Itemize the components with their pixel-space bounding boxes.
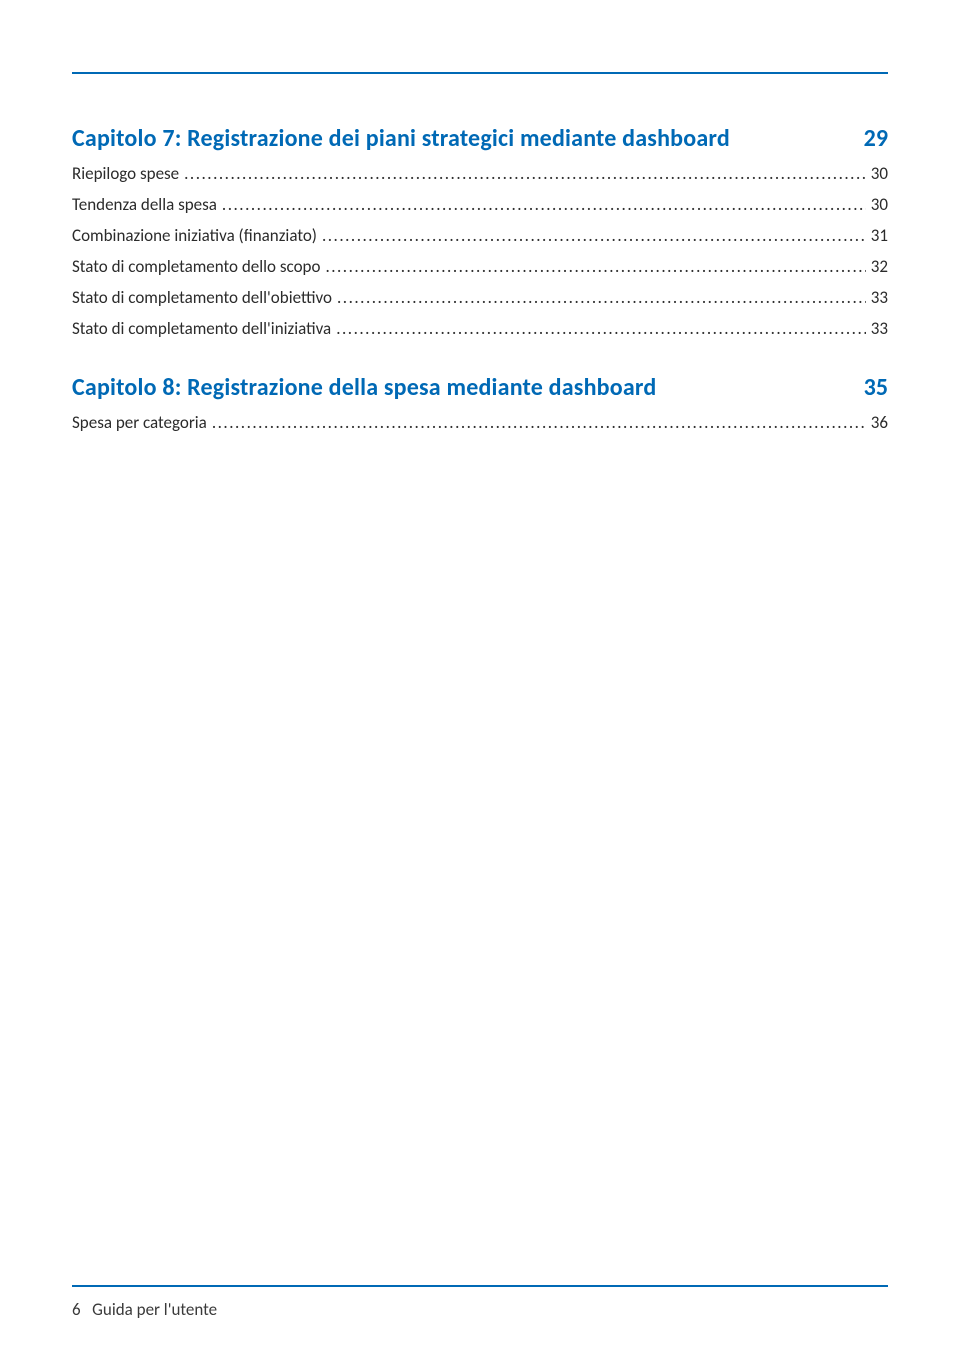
toc-entry-label: Combinazione iniziativa (finanziato): [72, 225, 317, 246]
toc-entry-label: Riepilogo spese: [72, 163, 179, 184]
table-of-contents: Capitolo 7: Registrazione dei piani stra…: [72, 124, 888, 433]
footer-text: 6 Guida per l'utente: [72, 1299, 888, 1320]
toc-entry: Riepilogo spese.........................…: [72, 163, 888, 184]
toc-entry-page: 33: [871, 287, 888, 308]
toc-entry: Combinazione iniziativa (finanziato)....…: [72, 225, 888, 246]
toc-entry: Stato di completamento dello scopo......…: [72, 256, 888, 277]
toc-entry-page: 30: [871, 194, 888, 215]
toc-entry-page: 36: [871, 412, 888, 433]
toc-entry-label: Spesa per categoria: [72, 412, 207, 433]
toc-entry-page: 32: [871, 256, 888, 277]
toc-leader-dots: ........................................…: [222, 194, 866, 215]
toc-entry-page: 33: [871, 318, 888, 339]
chapter-title: Capitolo 8: Registrazione della spesa me…: [72, 373, 656, 402]
toc-entry-label: Stato di completamento dell'iniziativa: [72, 318, 331, 339]
toc-entry: Stato di completamento dell'obiettivo...…: [72, 287, 888, 308]
document-page: Capitolo 7: Registrazione dei piani stra…: [0, 0, 960, 1362]
toc-entry: Tendenza della spesa....................…: [72, 194, 888, 215]
toc-entry-label: Stato di completamento dell'obiettivo: [72, 287, 332, 308]
toc-entry-page: 31: [871, 225, 888, 246]
footer-horizontal-rule: [72, 1285, 888, 1287]
chapter-heading-row: Capitolo 7: Registrazione dei piani stra…: [72, 124, 888, 153]
toc-leader-dots: ........................................…: [325, 256, 865, 277]
toc-entry: Spesa per categoria.....................…: [72, 412, 888, 433]
toc-leader-dots: ........................................…: [184, 163, 866, 184]
toc-entry-label: Stato di completamento dello scopo: [72, 256, 320, 277]
footer-page-number: 6: [72, 1299, 81, 1320]
chapter-page-number: 29: [864, 124, 888, 153]
toc-leader-dots: ........................................…: [322, 225, 866, 246]
chapter-block: Capitolo 8: Registrazione della spesa me…: [72, 373, 888, 433]
page-footer: 6 Guida per l'utente: [72, 1285, 888, 1320]
toc-leader-dots: ........................................…: [212, 412, 866, 433]
toc-entry-page: 30: [871, 163, 888, 184]
toc-leader-dots: ........................................…: [336, 318, 866, 339]
top-horizontal-rule: [72, 72, 888, 74]
footer-label: Guida per l'utente: [92, 1299, 217, 1320]
chapter-title: Capitolo 7: Registrazione dei piani stra…: [72, 124, 730, 153]
toc-leader-dots: ........................................…: [337, 287, 866, 308]
chapter-page-number: 35: [864, 373, 888, 402]
toc-entry-label: Tendenza della spesa: [72, 194, 217, 215]
toc-entry: Stato di completamento dell'iniziativa..…: [72, 318, 888, 339]
chapter-heading-row: Capitolo 8: Registrazione della spesa me…: [72, 373, 888, 402]
chapter-block: Capitolo 7: Registrazione dei piani stra…: [72, 124, 888, 339]
